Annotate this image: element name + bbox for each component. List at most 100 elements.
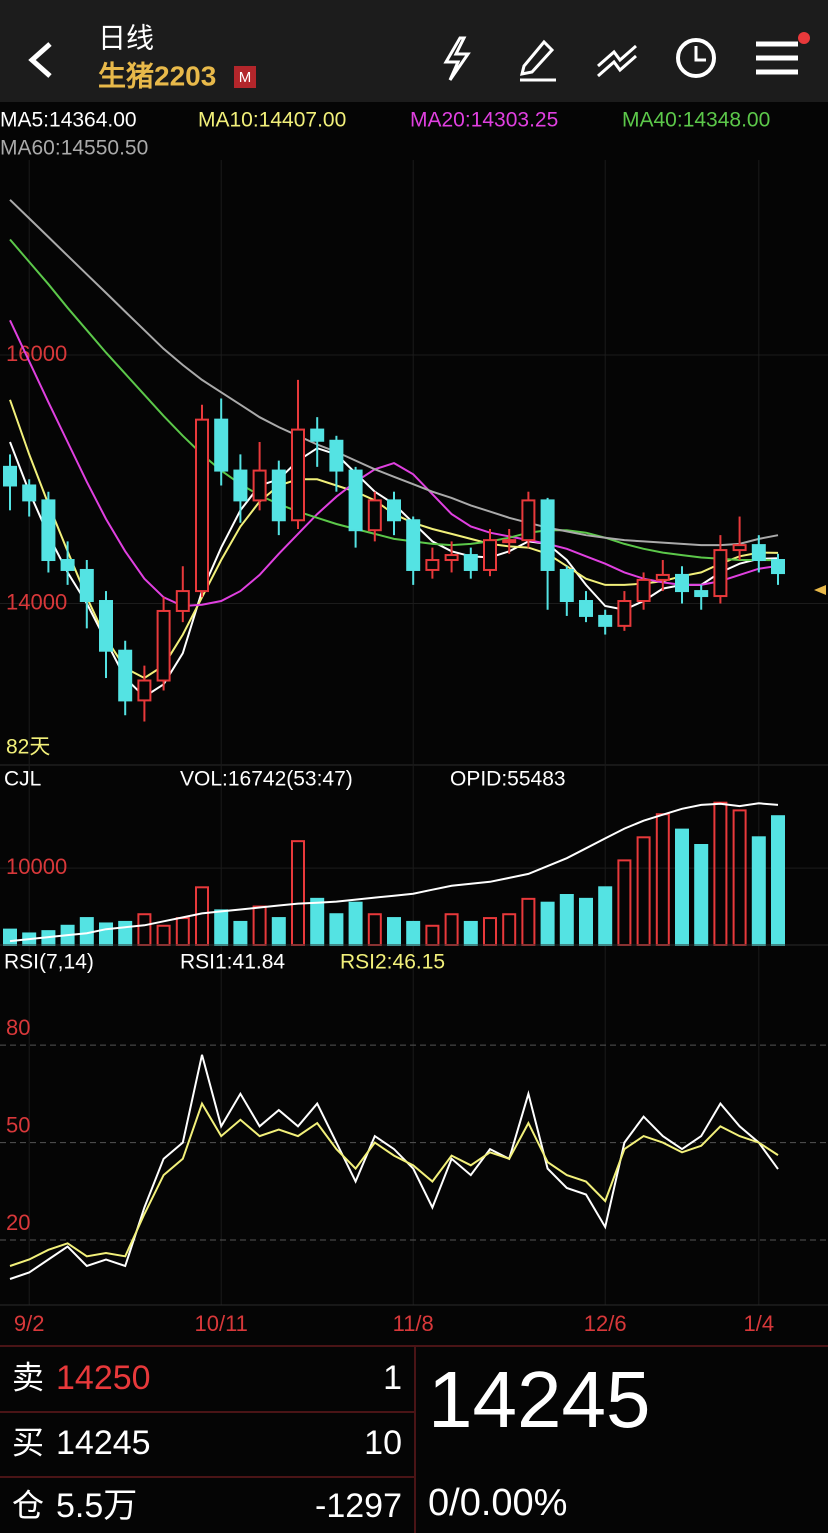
candle-body bbox=[444, 554, 459, 562]
candle-body bbox=[310, 428, 325, 442]
volume-bar bbox=[694, 844, 709, 946]
candle-body bbox=[406, 519, 421, 571]
volume-bar bbox=[406, 920, 421, 947]
volume-bar bbox=[348, 901, 363, 947]
vol-legend: VOL:16742(53:47) bbox=[180, 768, 353, 791]
rsi-legend: RSI1:41.84 bbox=[180, 951, 285, 974]
volume-bar bbox=[387, 917, 401, 946]
volume-bar bbox=[118, 920, 133, 947]
candle-body bbox=[348, 469, 363, 532]
ma-line bbox=[9, 238, 779, 562]
oi-amount: 5.5万 bbox=[56, 1487, 137, 1525]
clock-hand bbox=[694, 46, 706, 62]
sell-qty: 1 bbox=[383, 1359, 402, 1397]
candle-body bbox=[694, 590, 709, 598]
ma-legend: MA40:14348.00 bbox=[622, 109, 770, 132]
volume-bar bbox=[675, 828, 689, 946]
y-tick-label: 20 bbox=[6, 1210, 30, 1235]
y-tick-label: 10000 bbox=[6, 854, 67, 879]
volume-bar bbox=[751, 836, 766, 946]
badge: M bbox=[239, 69, 252, 86]
candle-body bbox=[771, 559, 785, 575]
badge-box bbox=[234, 66, 256, 88]
flash-icon[interactable] bbox=[443, 36, 471, 81]
header-title: 日线 bbox=[98, 22, 154, 53]
price-marker bbox=[814, 585, 826, 595]
volume-bar bbox=[310, 897, 325, 946]
candle-body bbox=[3, 465, 17, 487]
candle-body bbox=[99, 600, 113, 652]
y-tick-label: 50 bbox=[6, 1112, 30, 1137]
candle-body bbox=[732, 544, 747, 552]
volume-bar bbox=[579, 897, 593, 946]
volume-bar bbox=[559, 894, 574, 946]
oi-change: -1297 bbox=[315, 1487, 402, 1525]
volume-bar bbox=[233, 920, 248, 947]
candle-body bbox=[559, 568, 574, 603]
candle-body bbox=[751, 544, 766, 562]
candle-body bbox=[291, 428, 305, 522]
header-bar bbox=[0, 0, 828, 102]
volume-bar bbox=[99, 922, 113, 947]
candle-body bbox=[617, 600, 632, 627]
back-button[interactable] bbox=[28, 42, 52, 78]
panel-title: RSI(7,14) bbox=[4, 951, 94, 974]
candle-body bbox=[195, 418, 209, 593]
buy-label: 买 bbox=[12, 1424, 44, 1460]
volume-bar bbox=[771, 815, 785, 947]
ma-legend: MA20:14303.25 bbox=[410, 109, 558, 132]
x-tick-label: 1/4 bbox=[744, 1311, 775, 1336]
candle-body bbox=[636, 578, 651, 603]
y-tick-label: 80 bbox=[6, 1015, 30, 1040]
clock-icon[interactable] bbox=[676, 38, 716, 78]
menu-icon[interactable] bbox=[756, 41, 798, 75]
candle-body bbox=[156, 609, 171, 682]
candle-body bbox=[233, 469, 248, 502]
header-symbol: 生猪2203 bbox=[98, 60, 216, 91]
panel-title: CJL bbox=[4, 768, 41, 791]
volume-bar bbox=[598, 886, 613, 946]
volume-bar bbox=[463, 920, 478, 947]
candle-body bbox=[425, 559, 440, 571]
quote-dividers bbox=[0, 1345, 828, 1533]
y-tick-label: 16000 bbox=[6, 341, 67, 366]
days-label: 82天 bbox=[6, 736, 50, 759]
candle-body bbox=[60, 559, 75, 571]
last-price: 14245 bbox=[428, 1355, 650, 1444]
oi-legend: OPID:55483 bbox=[450, 768, 566, 791]
candle-body bbox=[118, 649, 133, 702]
oi-line bbox=[9, 802, 779, 943]
candle-body bbox=[175, 590, 190, 612]
candle-body bbox=[463, 554, 478, 571]
draw-icon[interactable] bbox=[519, 39, 556, 82]
candle-body bbox=[655, 573, 670, 581]
candle-body bbox=[483, 539, 497, 571]
candle-body bbox=[521, 499, 536, 542]
ma-legend: MA5:14364.00 bbox=[0, 109, 137, 132]
candle-body bbox=[79, 568, 94, 603]
sell-label: 卖 bbox=[12, 1359, 44, 1395]
ma-legend: MA60:14550.50 bbox=[0, 137, 148, 160]
rsi-legend: RSI2:46.15 bbox=[340, 951, 445, 974]
candle-body bbox=[271, 469, 286, 522]
ma-legend: MA10:14407.00 bbox=[198, 109, 346, 132]
notification-dot bbox=[798, 32, 810, 44]
x-tick-label: 9/2 bbox=[14, 1311, 45, 1336]
candle-body bbox=[387, 499, 401, 522]
rsi-line bbox=[9, 1101, 779, 1267]
ma-line bbox=[9, 199, 779, 547]
indicator-icon[interactable] bbox=[597, 44, 637, 78]
candle-body bbox=[579, 600, 593, 617]
candle-body bbox=[41, 499, 56, 562]
oi-label: 仓 bbox=[12, 1487, 44, 1523]
buy-qty: 10 bbox=[364, 1424, 402, 1462]
x-tick-label: 10/11 bbox=[194, 1311, 247, 1336]
candle-body bbox=[713, 549, 728, 598]
volume-bar bbox=[329, 913, 344, 947]
buy-price: 14245 bbox=[56, 1424, 151, 1462]
volume-bar bbox=[271, 917, 286, 946]
candle-body bbox=[137, 679, 152, 702]
